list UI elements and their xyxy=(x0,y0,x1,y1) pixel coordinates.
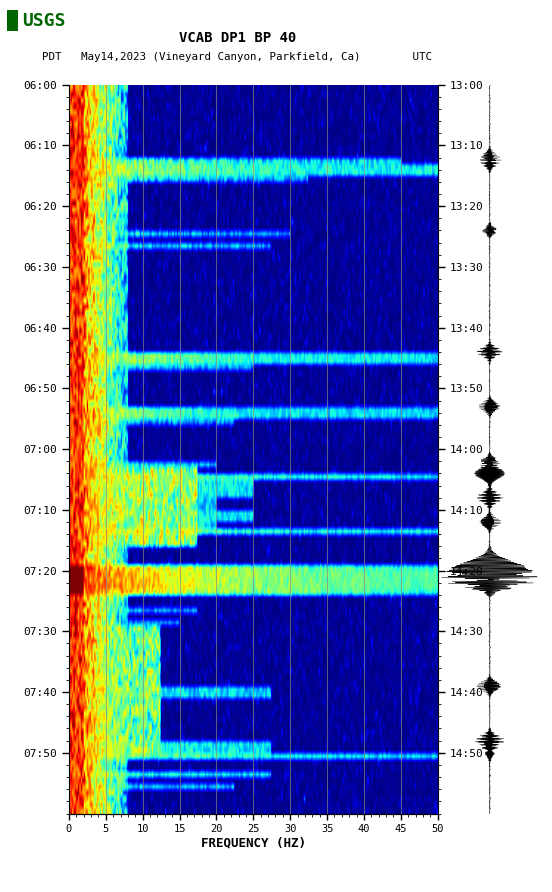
Text: USGS: USGS xyxy=(22,12,66,29)
Text: VCAB DP1 BP 40: VCAB DP1 BP 40 xyxy=(179,31,296,45)
Text: PDT   May14,2023 (Vineyard Canyon, Parkfield, Ca)        UTC: PDT May14,2023 (Vineyard Canyon, Parkfie… xyxy=(43,52,432,62)
X-axis label: FREQUENCY (HZ): FREQUENCY (HZ) xyxy=(201,837,306,850)
